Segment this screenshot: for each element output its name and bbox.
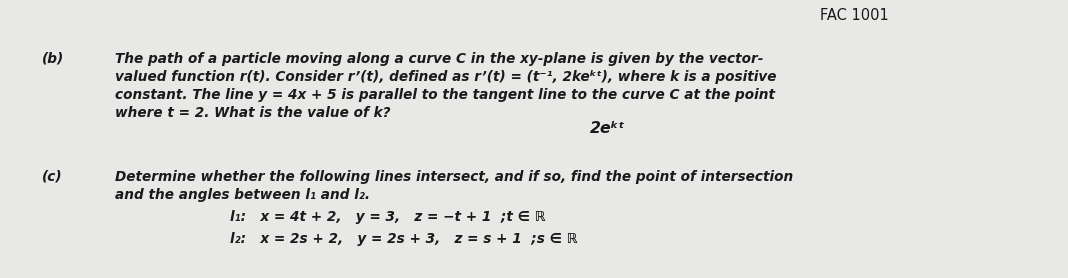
Text: (b): (b) <box>42 52 64 66</box>
Text: l₁:   x = 4t + 2,   y = 3,   z = −t + 1  ;t ∈ ℝ: l₁: x = 4t + 2, y = 3, z = −t + 1 ;t ∈ ℝ <box>230 210 546 224</box>
Text: valued function r(t). Consider r’(t), defined as r’(t) = (t⁻¹, 2keᵏᵗ), where k i: valued function r(t). Consider r’(t), de… <box>115 70 776 84</box>
Text: and the angles between l₁ and l₂.: and the angles between l₁ and l₂. <box>115 188 370 202</box>
Text: where t = 2. What is the value of k?: where t = 2. What is the value of k? <box>115 106 391 120</box>
Text: 2eᵏᵗ: 2eᵏᵗ <box>590 121 626 136</box>
Text: constant. The line y = 4x + 5 is parallel to the tangent line to the curve C at : constant. The line y = 4x + 5 is paralle… <box>115 88 775 102</box>
Text: (c): (c) <box>42 170 63 184</box>
Text: The path of a particle moving along a curve C in the xy-plane is given by the ve: The path of a particle moving along a cu… <box>115 52 764 66</box>
Text: l₂:   x = 2s + 2,   y = 2s + 3,   z = s + 1  ;s ∈ ℝ: l₂: x = 2s + 2, y = 2s + 3, z = s + 1 ;s… <box>230 232 578 246</box>
Text: FAC 1001: FAC 1001 <box>820 8 889 23</box>
Text: Determine whether the following lines intersect, and if so, find the point of in: Determine whether the following lines in… <box>115 170 794 184</box>
